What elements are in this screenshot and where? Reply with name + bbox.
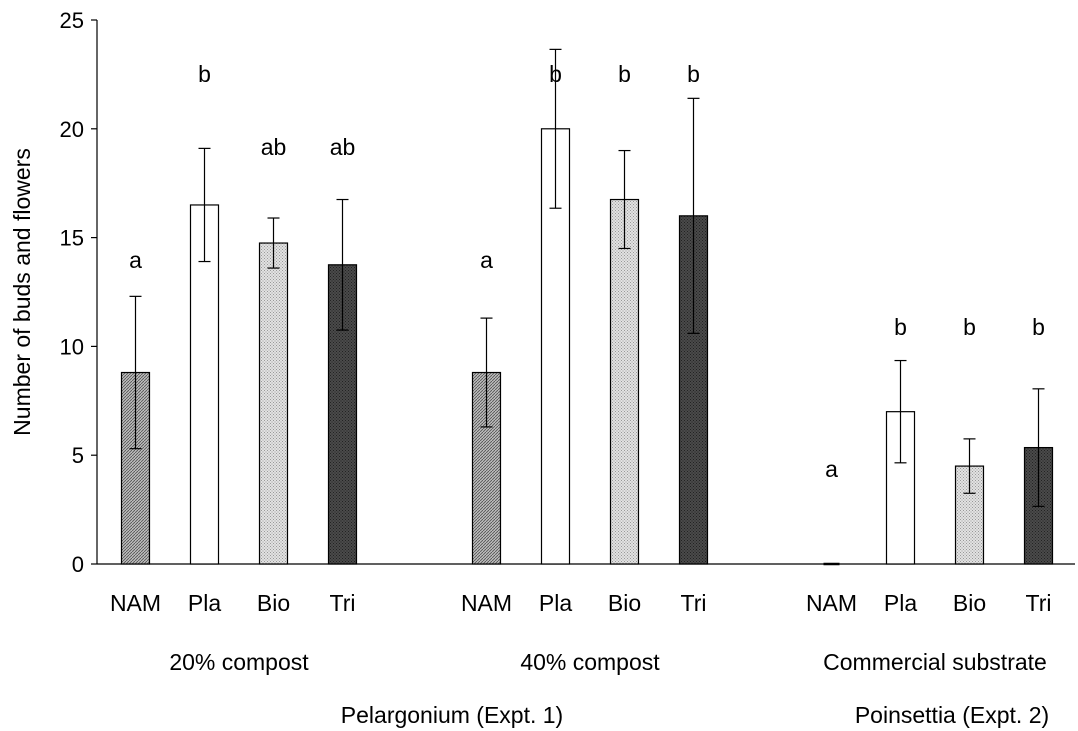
significance-letter: b (549, 61, 562, 87)
significance-letter: b (687, 61, 700, 87)
x-tick-label: Bio (257, 590, 290, 616)
y-tick-label: 15 (60, 226, 84, 251)
significance-letter: a (129, 247, 142, 273)
y-axis-label: Number of buds and flowers (9, 148, 35, 436)
bar (189, 204, 220, 565)
significance-letter: a (825, 456, 838, 482)
x-tick-label: Tri (330, 590, 356, 616)
significance-letter: b (618, 61, 631, 87)
bars-layer (120, 48, 1054, 566)
y-tick-label: 25 (60, 8, 84, 33)
x-tick-label: Pla (539, 590, 572, 616)
experiment-label: Poinsettia (Expt. 2) (855, 702, 1049, 728)
x-tick-label: Bio (608, 590, 641, 616)
x-tick-label: NAM (461, 590, 512, 616)
x-tick-label: NAM (806, 590, 857, 616)
significance-letter: b (1032, 314, 1045, 340)
y-tick-label: 20 (60, 117, 84, 142)
x-tick-label: Tri (681, 590, 707, 616)
y-tick-label: 5 (72, 443, 84, 468)
significance-letter: ab (330, 134, 356, 160)
x-tick-label: NAM (110, 590, 161, 616)
significance-letter: b (198, 61, 211, 87)
group-label: 40% compost (520, 649, 660, 675)
significance-letter: a (480, 247, 493, 273)
y-tick-label: 10 (60, 334, 84, 359)
significance-letter: b (894, 314, 907, 340)
bar (609, 198, 640, 565)
group-label: 20% compost (169, 649, 309, 675)
x-tick-label: Pla (188, 590, 221, 616)
bar (258, 242, 289, 565)
significance-letter: ab (261, 134, 287, 160)
group-label: Commercial substrate (823, 649, 1047, 675)
significance-letter: b (963, 314, 976, 340)
x-tick-label: Tri (1026, 590, 1052, 616)
x-tick-label: Bio (953, 590, 986, 616)
experiment-label: Pelargonium (Expt. 1) (341, 702, 563, 728)
y-tick-label: 0 (72, 552, 84, 577)
x-tick-label: Pla (884, 590, 917, 616)
